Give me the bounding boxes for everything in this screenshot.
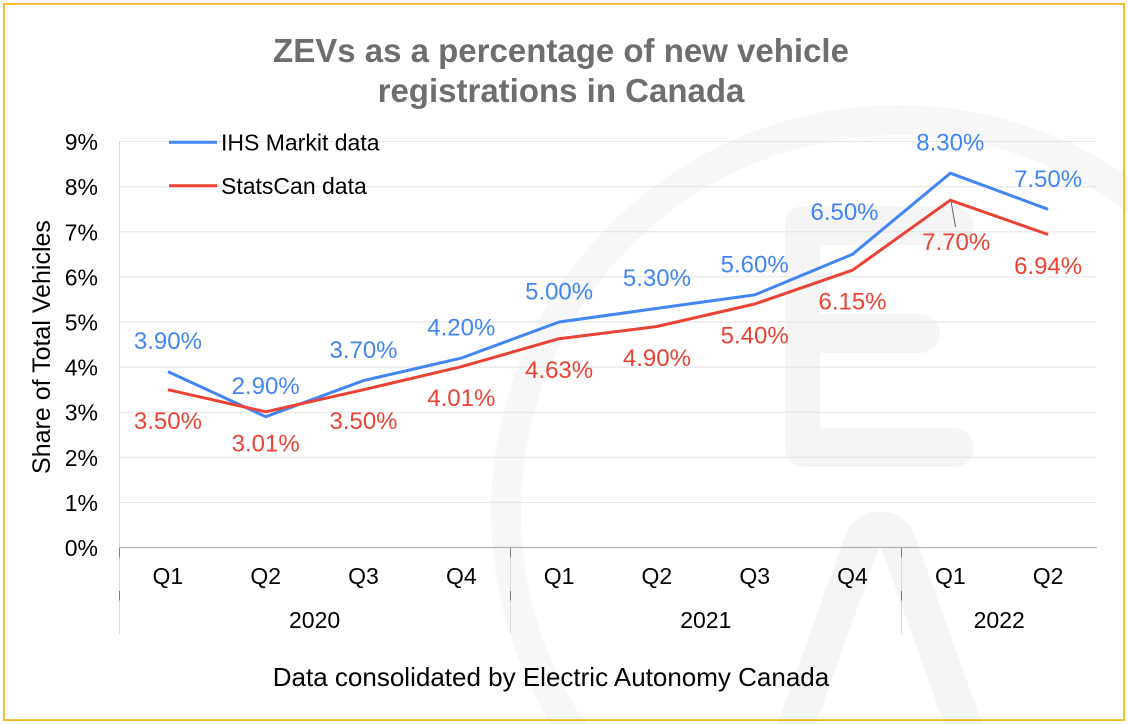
svg-text:2022: 2022	[974, 607, 1025, 633]
svg-text:9%: 9%	[65, 129, 98, 155]
svg-text:Q2: Q2	[642, 563, 673, 589]
svg-text:6.50%: 6.50%	[810, 199, 878, 226]
svg-text:3%: 3%	[65, 400, 98, 426]
svg-text:5%: 5%	[65, 310, 98, 336]
svg-text:6%: 6%	[65, 264, 98, 290]
svg-text:7.50%: 7.50%	[1014, 166, 1082, 193]
svg-text:3.50%: 3.50%	[329, 408, 397, 435]
svg-text:1%: 1%	[65, 490, 98, 516]
svg-text:Q4: Q4	[446, 563, 477, 589]
svg-text:4%: 4%	[65, 355, 98, 381]
svg-text:5.30%: 5.30%	[623, 265, 691, 292]
svg-text:Q3: Q3	[739, 563, 770, 589]
svg-text:6.15%: 6.15%	[818, 289, 886, 316]
svg-text:0%: 0%	[65, 535, 98, 561]
svg-text:2.90%: 2.90%	[232, 373, 300, 400]
svg-text:ZEVs as a percentage of new ve: ZEVs as a percentage of new vehicle	[273, 32, 849, 69]
svg-text:Q2: Q2	[250, 563, 281, 589]
svg-text:Q1: Q1	[544, 563, 575, 589]
svg-text:5.40%: 5.40%	[721, 323, 789, 350]
svg-text:Q2: Q2	[1033, 563, 1064, 589]
svg-text:Q1: Q1	[935, 563, 966, 589]
svg-text:3.50%: 3.50%	[134, 408, 202, 435]
svg-text:registrations in Canada: registrations in Canada	[378, 72, 745, 109]
svg-text:2020: 2020	[289, 607, 340, 633]
svg-text:8%: 8%	[65, 174, 98, 200]
svg-text:2%: 2%	[65, 445, 98, 471]
svg-text:4.01%: 4.01%	[427, 385, 495, 412]
svg-text:4.20%: 4.20%	[427, 315, 495, 342]
svg-text:Share of Total Vehicles: Share of Total Vehicles	[28, 220, 56, 474]
svg-text:IHS Markit data: IHS Markit data	[221, 129, 380, 155]
svg-text:6.94%: 6.94%	[1014, 253, 1082, 280]
svg-text:Q1: Q1	[153, 563, 184, 589]
svg-text:3.90%: 3.90%	[134, 328, 202, 355]
svg-text:7%: 7%	[65, 219, 98, 245]
svg-text:5.60%: 5.60%	[721, 251, 789, 278]
svg-text:Q4: Q4	[837, 563, 868, 589]
svg-text:3.70%: 3.70%	[329, 337, 397, 364]
svg-text:4.63%: 4.63%	[525, 357, 593, 384]
svg-text:Data consolidated by Electric: Data consolidated by Electric Autonomy C…	[273, 662, 830, 692]
svg-text:3.01%: 3.01%	[232, 430, 300, 457]
svg-text:2021: 2021	[680, 607, 731, 633]
svg-text:8.30%: 8.30%	[916, 130, 984, 157]
svg-text:7.70%: 7.70%	[922, 229, 990, 256]
svg-text:StatsCan data: StatsCan data	[221, 173, 367, 199]
svg-text:4.90%: 4.90%	[623, 345, 691, 372]
svg-text:Q3: Q3	[348, 563, 379, 589]
svg-text:5.00%: 5.00%	[525, 279, 593, 306]
